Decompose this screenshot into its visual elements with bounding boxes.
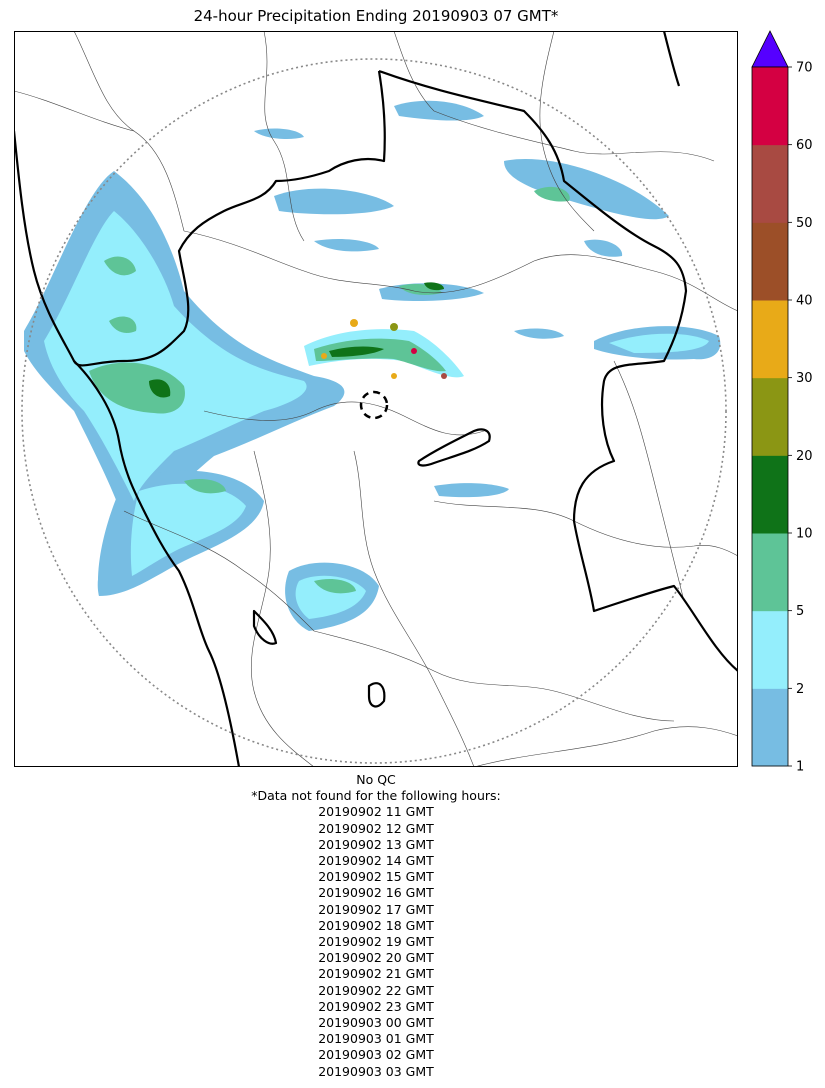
missing-hour: 20190902 16 GMT — [318, 885, 434, 901]
precip-convective-cells — [304, 319, 464, 379]
missing-hour: 20190902 19 GMT — [318, 934, 434, 950]
colorbar-band — [752, 222, 788, 301]
colorbar-band — [752, 533, 788, 612]
precip-band-10-20 — [149, 282, 444, 398]
colorbar-tick-label: 60 — [796, 138, 813, 153]
missing-hour: 20190902 13 GMT — [318, 836, 434, 852]
colorbar-band — [752, 610, 788, 689]
colorbar-tick-label: 20 — [796, 449, 813, 464]
colorbar: 1 2 5 10 20 30 40 50 60 70 — [750, 28, 825, 775]
radar-range-ring — [21, 58, 727, 764]
colorbar-band — [752, 144, 788, 223]
colorbar-band — [752, 455, 788, 534]
colorbar-ticks: 1 2 5 10 20 30 40 50 60 70 — [788, 61, 813, 775]
colorbar-extend-triangle — [751, 30, 789, 68]
colorbar-tick-label: 10 — [796, 527, 813, 542]
colorbar-svg: 1 2 5 10 20 30 40 50 60 70 — [751, 30, 813, 775]
missing-hour: 20190902 18 GMT — [318, 917, 434, 933]
missing-hour: 20190902 23 GMT — [318, 998, 434, 1014]
colorbar-tick-label: 30 — [796, 371, 813, 386]
missing-hour: 20190903 01 GMT — [318, 1031, 434, 1047]
missing-hour: 20190902 12 GMT — [318, 820, 434, 836]
radar-site-marker — [359, 390, 389, 420]
colorbar-tick-label: 5 — [796, 604, 804, 619]
colorbar-band — [752, 377, 788, 456]
map-title: 24-hour Precipitation Ending 20190903 07… — [193, 7, 559, 25]
missing-hour: 20190903 02 GMT — [318, 1047, 434, 1063]
missing-hour: 20190902 15 GMT — [318, 869, 434, 885]
precip-band-2-5 — [44, 211, 709, 619]
colorbar-tick-label: 50 — [796, 216, 813, 231]
missing-hour: 20190903 00 GMT — [318, 1015, 434, 1031]
missing-hour: 20190902 17 GMT — [318, 901, 434, 917]
district-boundaries — [14, 31, 738, 767]
colorbar-bands — [751, 30, 789, 767]
missing-hour: 20190902 20 GMT — [318, 950, 434, 966]
qc-note: No QC — [356, 772, 396, 787]
precipitation-map — [14, 31, 738, 767]
colorbar-outline — [751, 66, 789, 767]
colorbar-band — [752, 688, 788, 767]
colorbar-tick-label: 70 — [796, 61, 813, 76]
missing-hour: 20190902 14 GMT — [318, 853, 434, 869]
colorbar-tick-label: 2 — [796, 682, 804, 697]
missing-hour: 20190902 11 GMT — [318, 804, 434, 820]
missing-hour: 20190903 03 GMT — [318, 1063, 434, 1079]
map-border — [14, 31, 738, 767]
footnotes: No QC *Data not found for the following … — [14, 772, 738, 1080]
colorbar-band — [752, 67, 788, 146]
colorbar-tick-label: 1 — [796, 760, 804, 774]
colorbar-tick-label: 40 — [796, 294, 813, 309]
missing-data-header: *Data not found for the following hours: — [251, 788, 501, 804]
missing-hour: 20190902 21 GMT — [318, 966, 434, 982]
map-canvas — [14, 31, 738, 767]
missing-hour: 20190902 22 GMT — [318, 982, 434, 998]
state-borders-and-coastline — [14, 31, 738, 767]
colorbar-band — [752, 300, 788, 379]
